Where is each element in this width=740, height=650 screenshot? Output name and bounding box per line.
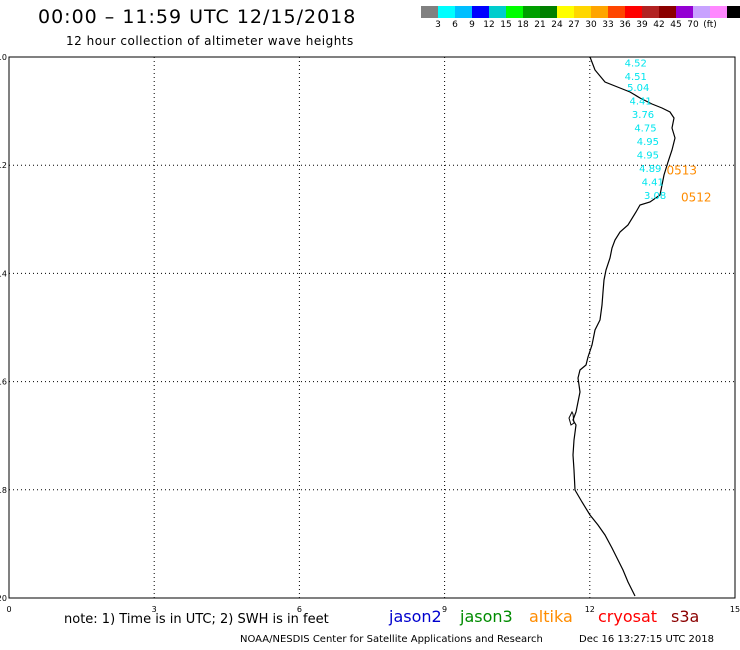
legend-swatch xyxy=(608,6,625,18)
wave-height-labels: 4.52 4.515.04 4.41 3.76 4.75 4.95 4.95 4.89 4.41… xyxy=(625,58,667,202)
legend-label: 3 xyxy=(435,20,441,30)
pass-time-label: 0512 xyxy=(681,191,712,205)
map-frame xyxy=(8,56,736,599)
legend-label: 33 xyxy=(602,20,614,30)
latitude-tick-label: -14 xyxy=(0,269,7,278)
wave-height-value: 3.08 xyxy=(644,191,666,202)
legend-label: 45 xyxy=(670,20,682,30)
legend-label: 36 xyxy=(619,20,631,30)
legend-label: 18 xyxy=(517,20,529,30)
coastline xyxy=(572,56,676,597)
legend-label: 21 xyxy=(534,20,546,30)
wave-height-value: 4.41 xyxy=(629,96,651,107)
satellite-cryosat: cryosat xyxy=(598,607,658,626)
wave-height-value: 4.89 xyxy=(639,164,661,175)
legend-label: 6 xyxy=(452,20,458,30)
legend-swatch xyxy=(710,6,727,18)
generation-timestamp: Dec 16 13:27:15 UTC 2018 xyxy=(579,634,714,645)
longitude-tick-label: 9 xyxy=(442,605,447,614)
legend-swatch xyxy=(557,6,574,18)
legend-swatch xyxy=(574,6,591,18)
legend-label: 27 xyxy=(568,20,580,30)
legend-swatch xyxy=(676,6,693,18)
page-title: 00:00 – 11:59 UTC 12/15/2018 xyxy=(38,6,357,28)
pass-time-labels: 0513 0512 xyxy=(666,164,711,205)
legend-swatch xyxy=(540,6,557,18)
legend-swatches xyxy=(421,6,740,18)
latitude-tick-label: -10 xyxy=(0,53,7,62)
wave-height-value: 4.52 xyxy=(625,58,647,69)
legend-swatch xyxy=(472,6,489,18)
legend-label: 12 xyxy=(483,20,495,30)
legend-swatch xyxy=(455,6,472,18)
legend-swatch xyxy=(438,6,455,18)
longitude-tick-label: 15 xyxy=(730,605,740,614)
wave-height-value: 4.95 xyxy=(637,137,659,148)
legend-swatch xyxy=(506,6,523,18)
legend-swatch xyxy=(693,6,710,18)
longitude-tick-label: 3 xyxy=(152,605,157,614)
satellite-jason3: jason3 xyxy=(460,607,513,626)
latitude-tick-label: -18 xyxy=(0,486,7,495)
legend-swatch xyxy=(421,6,438,18)
legend-label: 15 xyxy=(500,20,512,30)
wave-height-value: 4.95 xyxy=(637,150,659,161)
latitude-labels: -10 -12 -14 -16 -18 -20 xyxy=(0,53,7,603)
legend-label: 39 xyxy=(636,20,648,30)
legend-label: 70 xyxy=(687,20,699,30)
legend-swatch xyxy=(591,6,608,18)
legend-swatch xyxy=(727,6,740,18)
legend-swatch xyxy=(625,6,642,18)
longitude-labels: 0 3 6 9 12 15 xyxy=(6,605,740,614)
wave-height-value: 5.04 xyxy=(627,83,649,94)
legend-swatch xyxy=(489,6,506,18)
latitude-tick-label: -20 xyxy=(0,594,7,603)
legend-label: 42 xyxy=(653,20,665,30)
legend-label: 24 xyxy=(551,20,563,30)
page-subtitle: 12 hour collection of altimeter wave hei… xyxy=(66,34,354,48)
legend-swatch xyxy=(642,6,659,18)
longitude-tick-label: 0 xyxy=(6,605,11,614)
legend-label: 30 xyxy=(585,20,597,30)
map-grid xyxy=(9,57,735,598)
satellite-jason2: jason2 xyxy=(389,607,442,626)
legend-swatch xyxy=(523,6,540,18)
color-scale-legend: 3 6 9 12 15 18 21 24 27 30 33 36 39 42 45 70 (ft) xyxy=(421,6,740,32)
longitude-tick-label: 6 xyxy=(297,605,302,614)
credit-line: NOAA/NESDIS Center for Satellite Applica… xyxy=(240,634,543,645)
satellite-s3a: s3a xyxy=(671,607,700,626)
wave-height-value: 4.51 xyxy=(625,72,647,83)
wave-height-value: 4.75 xyxy=(634,123,656,134)
wave-height-value: 3.76 xyxy=(632,110,654,121)
latitude-tick-label: -12 xyxy=(0,161,7,170)
legend-label: 9 xyxy=(469,20,475,30)
wave-height-value: 4.41 xyxy=(642,177,664,188)
longitude-tick-label: 12 xyxy=(585,605,595,614)
coastline-inlet xyxy=(568,410,575,426)
footer-note: note: 1) Time is in UTC; 2) SWH is in fe… xyxy=(64,612,329,627)
pass-time-label: 0513 xyxy=(666,164,697,178)
satellite-altika: altika xyxy=(529,607,573,626)
legend-swatch xyxy=(659,6,676,18)
legend-label: (ft) xyxy=(703,20,717,30)
latitude-tick-label: -16 xyxy=(0,378,7,387)
legend-labels: 3 6 9 12 15 18 21 24 27 30 33 36 39 42 45 70 (ft) xyxy=(421,18,740,32)
